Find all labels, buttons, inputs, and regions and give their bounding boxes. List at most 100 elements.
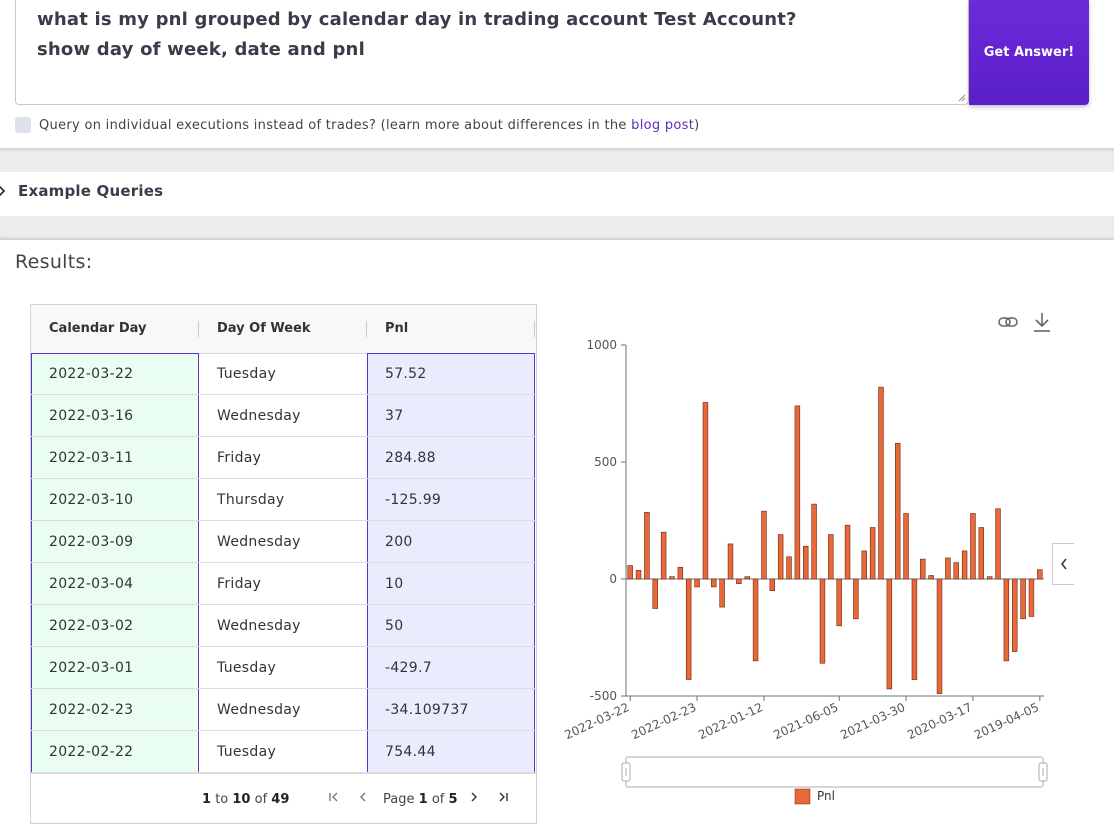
cell-day-of-week[interactable]: Friday [217, 450, 262, 466]
blog-post-link[interactable]: blog post [631, 117, 695, 133]
table-row[interactable]: 2022-03-02 Wednesday 50 [31, 605, 536, 647]
selected-column-pnl [367, 353, 535, 773]
pnl-bar [1003, 578, 1010, 662]
column-header-calendar-day[interactable]: Calendar Day [49, 321, 147, 336]
query-textarea[interactable]: what is my pnl grouped by calendar day i… [15, 0, 969, 105]
pnl-bar [861, 550, 867, 580]
y-tick-label: 0 [609, 572, 617, 586]
table-row[interactable]: 2022-03-22 Tuesday 57.52 [31, 353, 536, 395]
row-range-summary: 1 to 10 of 49 [202, 774, 289, 823]
pnl-bar [986, 576, 993, 580]
link-icon[interactable] [996, 310, 1020, 334]
pnl-bar [1037, 569, 1043, 580]
column-header-day-of-week[interactable]: Day Of Week [217, 321, 311, 336]
cell-pnl[interactable]: 50 [385, 618, 404, 634]
cell-calendar-day[interactable]: 2022-03-22 [49, 366, 134, 382]
cell-day-of-week[interactable]: Tuesday [217, 660, 277, 676]
download-icon[interactable] [1030, 310, 1054, 334]
cell-pnl[interactable]: 37 [385, 408, 404, 424]
pnl-bar [727, 543, 734, 580]
pnl-bar [970, 513, 976, 580]
last-page-icon [499, 792, 508, 802]
pnl-bar [803, 545, 809, 580]
results-table: Calendar Day Day Of Week Pnl 2022-03-22 T… [30, 304, 537, 824]
side-panel-toggle[interactable] [1052, 543, 1074, 585]
cell-pnl[interactable]: -125.99 [385, 492, 442, 508]
table-row[interactable]: 2022-03-04 Friday 10 [31, 563, 536, 605]
cell-calendar-day[interactable]: 2022-03-09 [49, 534, 134, 550]
pnl-bar [777, 534, 784, 580]
executions-checkbox[interactable] [15, 117, 31, 133]
next-page-button[interactable] [469, 774, 479, 823]
x-tick-label: 2022-01-12 [696, 700, 765, 742]
range-from: 1 [202, 792, 212, 807]
current-page: 1 [418, 792, 428, 807]
cell-day-of-week[interactable]: Wednesday [217, 618, 301, 634]
checkbox-label-suffix: ) [694, 117, 700, 133]
pnl-bar [652, 578, 658, 609]
cell-calendar-day[interactable]: 2022-03-02 [49, 618, 134, 634]
page-indicator: Page 1 of 5 [383, 774, 458, 823]
column-resize-handle[interactable] [366, 321, 367, 337]
selected-column-calendar-day [31, 353, 199, 773]
cell-day-of-week[interactable]: Wednesday [217, 408, 301, 424]
previous-page-button[interactable] [358, 774, 368, 823]
cell-day-of-week[interactable]: Thursday [217, 492, 285, 508]
table-row[interactable]: 2022-02-22 Tuesday 754.44 [31, 731, 536, 773]
cell-day-of-week[interactable]: Wednesday [217, 702, 301, 718]
pnl-bar [677, 566, 684, 580]
legend-swatch [794, 788, 811, 805]
cell-pnl[interactable]: 754.44 [385, 744, 436, 760]
cell-day-of-week[interactable]: Wednesday [217, 534, 301, 550]
cell-calendar-day[interactable]: 2022-03-10 [49, 492, 134, 508]
column-resize-handle[interactable] [198, 321, 199, 337]
cell-pnl[interactable]: -34.109737 [385, 702, 469, 718]
cell-day-of-week[interactable]: Friday [217, 576, 262, 592]
range-to: 10 [232, 792, 251, 807]
cell-day-of-week[interactable]: Tuesday [217, 744, 277, 760]
first-page-button[interactable] [328, 774, 340, 823]
column-header-pnl[interactable]: Pnl [385, 321, 409, 336]
pnl-bar [719, 578, 725, 608]
y-tick-label: 1000 [586, 338, 617, 352]
cell-pnl[interactable]: 200 [385, 534, 413, 550]
pnl-bar [702, 402, 709, 580]
pnl-bar [811, 503, 817, 580]
cell-pnl[interactable]: -429.7 [385, 660, 432, 676]
executions-option: Query on individual executions instead o… [15, 117, 700, 133]
pnl-bar [1020, 578, 1026, 620]
cell-pnl[interactable]: 57.52 [385, 366, 427, 382]
table-row[interactable]: 2022-03-01 Tuesday -429.7 [31, 647, 536, 689]
cell-pnl[interactable]: 284.88 [385, 450, 436, 466]
pnl-bar [786, 556, 792, 580]
pnl-bar [711, 578, 717, 588]
cell-day-of-week[interactable]: Tuesday [217, 366, 277, 382]
x-tick-label: 2019-04-05 [972, 700, 1041, 742]
table-row[interactable]: 2022-02-23 Wednesday -34.109737 [31, 689, 536, 731]
cell-calendar-day[interactable]: 2022-02-22 [49, 744, 134, 760]
pnl-bar [903, 513, 909, 580]
cell-calendar-day[interactable]: 2022-02-23 [49, 702, 134, 718]
pnl-bar [878, 386, 884, 580]
last-page-button[interactable] [497, 774, 509, 823]
cell-calendar-day[interactable]: 2022-03-01 [49, 660, 134, 676]
table-row[interactable]: 2022-03-16 Wednesday 37 [31, 395, 536, 437]
cell-calendar-day[interactable]: 2022-03-16 [49, 408, 134, 424]
cell-calendar-day[interactable]: 2022-03-11 [49, 450, 134, 466]
cell-pnl[interactable]: 10 [385, 576, 404, 592]
resize-handle-icon[interactable] [958, 94, 966, 102]
cell-calendar-day[interactable]: 2022-03-04 [49, 576, 134, 592]
column-resize-handle[interactable] [534, 321, 535, 337]
x-tick-label: 2021-06-05 [771, 700, 840, 742]
pnl-bar [819, 578, 826, 664]
get-answer-button[interactable]: Get Answer! [969, 0, 1089, 105]
query-text[interactable]: what is my pnl grouped by calendar day i… [37, 5, 937, 65]
table-row[interactable]: 2022-03-09 Wednesday 200 [31, 521, 536, 563]
table-row[interactable]: 2022-03-10 Thursday -125.99 [31, 479, 536, 521]
x-tick-label: 2021-03-30 [838, 700, 907, 742]
pnl-bar [853, 578, 859, 620]
example-queries-toggle[interactable]: Example Queries [0, 182, 163, 200]
table-row[interactable]: 2022-03-11 Friday 284.88 [31, 437, 536, 479]
y-tick-label: 500 [594, 455, 617, 469]
executions-checkbox-label: Query on individual executions instead o… [39, 118, 700, 133]
